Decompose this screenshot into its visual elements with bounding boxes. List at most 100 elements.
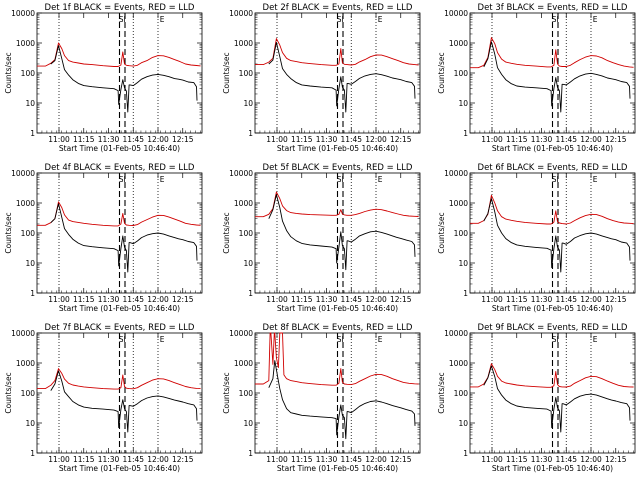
y-tick-label: 100 bbox=[454, 229, 469, 238]
y-tick-label: 10000 bbox=[11, 329, 35, 338]
panel-title: Det 1f BLACK = Events, RED = LLD bbox=[45, 3, 195, 13]
x-tick-label: 11:15 bbox=[73, 455, 95, 464]
x-tick-label: 11:00 bbox=[48, 295, 70, 304]
x-tick-label: 12:15 bbox=[390, 455, 412, 464]
x-tick-label: 11:00 bbox=[481, 295, 503, 304]
panel-det-4: Det 4f BLACK = Events, RED = LLD 10000 100… bbox=[4, 163, 203, 313]
x-tick-label: 11:30 bbox=[98, 295, 120, 304]
series-events bbox=[483, 41, 631, 113]
y-tick-label: 100 bbox=[239, 229, 254, 238]
x-tick-label: 12:00 bbox=[580, 455, 602, 464]
x-tick-label: 12:00 bbox=[147, 455, 169, 464]
x-tick-label: 11:30 bbox=[98, 455, 120, 464]
x-tick-label: 11:45 bbox=[340, 135, 362, 144]
x-tick-label: 11:00 bbox=[481, 135, 503, 144]
panel-title: Det 2f BLACK = Events, RED = LLD bbox=[263, 3, 413, 13]
series-events bbox=[268, 360, 416, 440]
y-tick-label: 10 bbox=[243, 99, 253, 108]
series-events bbox=[268, 41, 416, 113]
x-axis-label: Start Time (01-Feb-05 10:46:40) bbox=[277, 304, 398, 313]
panel-det-3: Det 3f BLACK = Events, RED = LLD 10000 100… bbox=[437, 3, 636, 153]
y-tick-label: 1 bbox=[463, 129, 468, 138]
x-tick-label: 11:15 bbox=[291, 455, 313, 464]
marker-label-e: E bbox=[378, 15, 383, 24]
x-tick-label: 11:00 bbox=[481, 455, 503, 464]
y-tick-label: 10000 bbox=[229, 9, 253, 18]
y-tick-label: 1000 bbox=[234, 359, 253, 368]
x-tick-label: 11:45 bbox=[122, 135, 144, 144]
y-tick-label: 1 bbox=[248, 129, 253, 138]
x-tick-label: 11:30 bbox=[531, 295, 553, 304]
x-tick-label: 12:00 bbox=[147, 135, 169, 144]
panel-title: Det 4f BLACK = Events, RED = LLD bbox=[45, 163, 195, 173]
y-tick-label: 1 bbox=[248, 289, 253, 298]
x-tick-label: 12:00 bbox=[365, 455, 387, 464]
y-axis-label: Counts/sec bbox=[437, 372, 446, 413]
x-tick-label: 11:30 bbox=[98, 135, 120, 144]
y-tick-label: 1 bbox=[463, 289, 468, 298]
y-tick-label: 100 bbox=[21, 69, 36, 78]
x-tick-label: 11:45 bbox=[122, 295, 144, 304]
panel-title: Det 6f BLACK = Events, RED = LLD bbox=[478, 163, 628, 173]
marker-label-si: SI bbox=[552, 335, 559, 344]
y-axis-label: Counts/sec bbox=[222, 212, 231, 253]
y-tick-label: 10000 bbox=[11, 9, 35, 18]
y-tick-label: 1 bbox=[463, 449, 468, 458]
series-events bbox=[50, 203, 198, 273]
series-events bbox=[268, 194, 416, 271]
x-axis-label: Start Time (01-Feb-05 10:46:40) bbox=[492, 144, 613, 153]
y-tick-label: 10000 bbox=[229, 169, 253, 178]
x-tick-label: 11:30 bbox=[531, 135, 553, 144]
marker-label-e: E bbox=[593, 175, 598, 184]
marker-label-e: E bbox=[378, 335, 383, 344]
panel-det-1: Det 1f BLACK = Events, RED = LLD 10000 100… bbox=[4, 3, 203, 153]
marker-label-si: SI bbox=[119, 175, 126, 184]
marker-label-si: SI bbox=[552, 15, 559, 24]
y-tick-label: 100 bbox=[239, 389, 254, 398]
x-axis-label: Start Time (01-Feb-05 10:46:40) bbox=[277, 464, 398, 473]
x-tick-label: 12:15 bbox=[605, 295, 627, 304]
x-axis-label: Start Time (01-Feb-05 10:46:40) bbox=[59, 144, 180, 153]
x-tick-label: 11:15 bbox=[506, 135, 528, 144]
x-tick-label: 11:30 bbox=[531, 455, 553, 464]
x-tick-label: 12:00 bbox=[365, 135, 387, 144]
x-tick-label: 12:15 bbox=[172, 455, 194, 464]
y-tick-label: 10000 bbox=[444, 9, 468, 18]
x-tick-label: 11:00 bbox=[266, 455, 288, 464]
x-tick-label: 11:00 bbox=[48, 455, 70, 464]
x-axis-label: Start Time (01-Feb-05 10:46:40) bbox=[277, 144, 398, 153]
series-lld bbox=[37, 42, 201, 67]
y-tick-label: 100 bbox=[21, 389, 36, 398]
x-tick-label: 11:00 bbox=[48, 135, 70, 144]
x-tick-label: 11:15 bbox=[291, 135, 313, 144]
x-tick-label: 12:15 bbox=[605, 455, 627, 464]
marker-label-e: E bbox=[160, 175, 165, 184]
marker-label-si: SI bbox=[119, 15, 126, 24]
y-tick-label: 1000 bbox=[234, 199, 253, 208]
y-tick-label: 10 bbox=[25, 259, 35, 268]
x-axis-label: Start Time (01-Feb-05 10:46:40) bbox=[59, 464, 180, 473]
y-tick-label: 10 bbox=[458, 259, 468, 268]
series-events bbox=[483, 198, 631, 273]
x-tick-label: 12:00 bbox=[580, 135, 602, 144]
marker-label-e: E bbox=[593, 15, 598, 24]
series-events bbox=[50, 370, 198, 433]
y-tick-label: 10000 bbox=[229, 329, 253, 338]
marker-label-e: E bbox=[160, 15, 165, 24]
y-tick-label: 10 bbox=[25, 99, 35, 108]
series-lld bbox=[37, 201, 201, 227]
y-tick-label: 1000 bbox=[16, 359, 35, 368]
y-tick-label: 10 bbox=[458, 99, 468, 108]
series-lld bbox=[470, 37, 634, 69]
y-tick-label: 10 bbox=[458, 419, 468, 428]
y-axis-label: Counts/sec bbox=[4, 52, 13, 93]
marker-label-e: E bbox=[378, 175, 383, 184]
y-axis-label: Counts/sec bbox=[222, 52, 231, 93]
y-tick-label: 10000 bbox=[444, 329, 468, 338]
series-lld bbox=[470, 363, 634, 388]
series-lld bbox=[37, 368, 201, 390]
panel-det-5: Det 5f BLACK = Events, RED = LLD 10000 100… bbox=[222, 163, 421, 313]
y-tick-label: 1 bbox=[30, 289, 35, 298]
series-lld bbox=[255, 38, 419, 66]
